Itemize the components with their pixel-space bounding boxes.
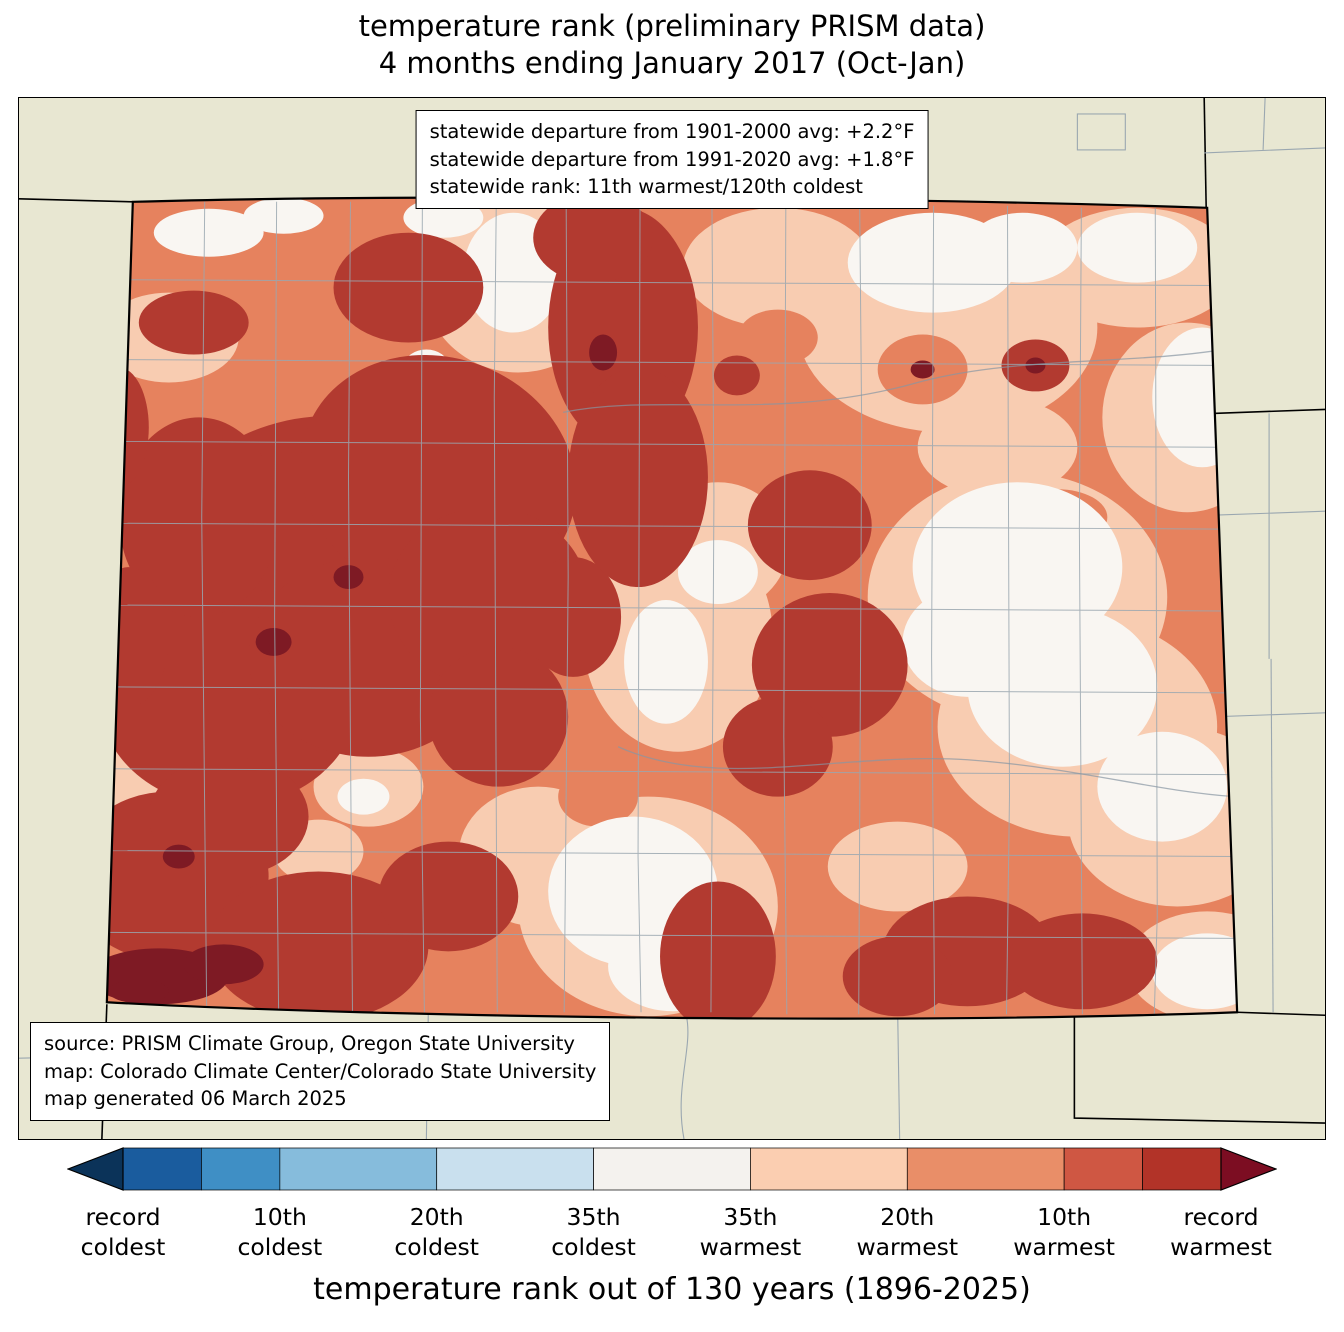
colorbar-tick-label: 35th warmest (699, 1203, 802, 1262)
colorbar-segment (593, 1147, 751, 1191)
map-region-maroon-spots (106, 334, 1046, 1005)
colorbar-tick-label: 10th coldest (237, 1203, 323, 1262)
colorbar-segment (750, 1147, 908, 1191)
colorbar-tick-label: 10th warmest (1013, 1203, 1115, 1262)
colorado-county-lines (106, 201, 1238, 1015)
source-line-source: source: PRISM Climate Group, Oregon Stat… (44, 1031, 575, 1055)
source-line-map: map: Colorado Climate Center/Colorado St… (44, 1059, 597, 1083)
map-panel: statewide departure from 1901-2000 avg: … (18, 97, 1326, 1140)
colorbar-axis-label: temperature rank out of 130 years (1896-… (313, 1272, 1031, 1307)
stats-line-departure-1901-2000: statewide departure from 1901-2000 avg: … (429, 120, 915, 143)
colorbar-tick-label: record coldest (80, 1203, 166, 1262)
colorbar (66, 1147, 1278, 1193)
source-line-generated: map generated 06 March 2025 (44, 1087, 347, 1111)
figure-title-line-2: 4 months ending January 2017 (Oct-Jan) (378, 46, 966, 80)
colorbar-segment (279, 1147, 438, 1191)
colorbar-tick-label: 20th warmest (856, 1203, 959, 1262)
colorbar-tick-label: record warmest (1170, 1203, 1272, 1262)
colorbar-segment (906, 1147, 1065, 1191)
colorbar-segment (1063, 1147, 1143, 1191)
colorbar-segment (122, 1147, 202, 1191)
stats-box: statewide departure from 1901-2000 avg: … (415, 110, 929, 210)
stats-line-rank: statewide rank: 11th warmest/120th colde… (429, 175, 863, 199)
figure-title: temperature rank (preliminary PRISM data… (0, 8, 1344, 82)
colorbar-left-arrow (66, 1147, 124, 1191)
colorado-map-svg (19, 98, 1325, 1139)
stats-line-departure-1991-2020: statewide departure from 1991-2020 avg: … (429, 147, 915, 171)
colorbar-segment (436, 1147, 594, 1191)
source-box: source: PRISM Climate Group, Oregon Stat… (30, 1021, 611, 1121)
colorbar-tick-label: 35th coldest (551, 1203, 636, 1262)
colorbar-right-arrow (1220, 1147, 1278, 1191)
map-region-dark-red-blobs (106, 197, 1158, 1019)
colorbar-segment (1142, 1147, 1222, 1191)
colorbar-svg (66, 1147, 1278, 1191)
colorbar-tick-label: 20th coldest (394, 1203, 480, 1262)
figure-title-line-1: temperature rank (preliminary PRISM data… (358, 9, 986, 43)
colorbar-segment (201, 1147, 281, 1191)
river-lines (563, 346, 1236, 798)
colorbar-tick-labels: record coldest 10th coldest 20th coldest 35… (67, 1202, 1277, 1268)
